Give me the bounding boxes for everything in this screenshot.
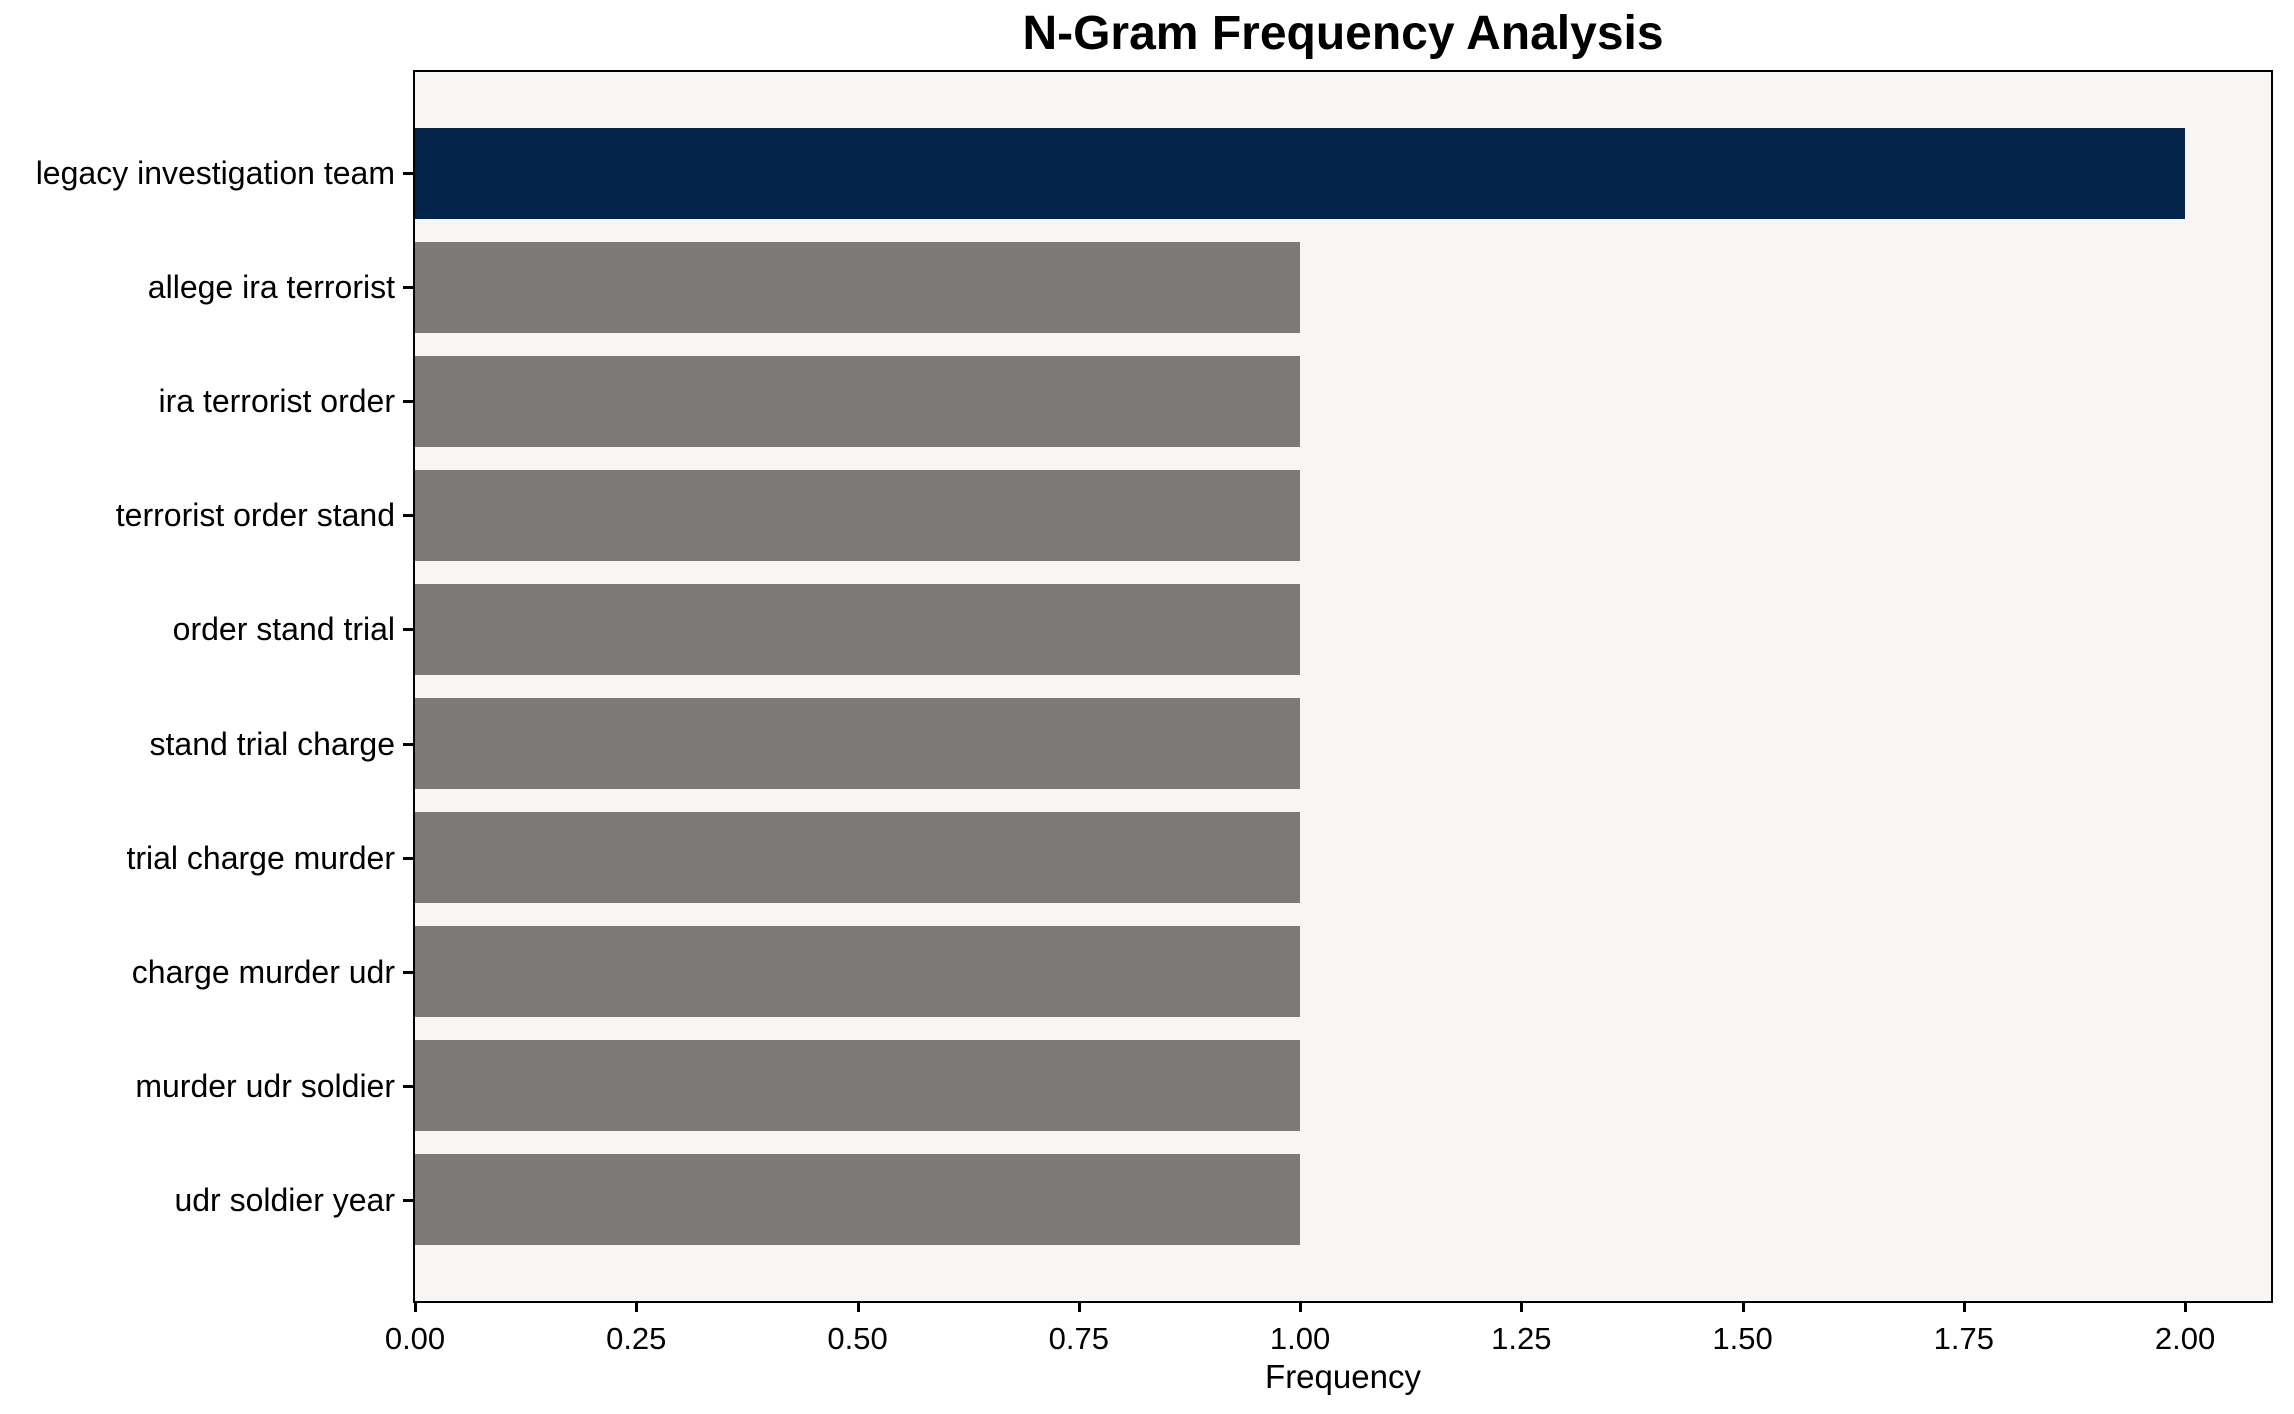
y-tick-label: trial charge murder: [126, 839, 395, 876]
x-tick-mark: [1741, 1303, 1745, 1312]
x-tick-label: 0.75: [1048, 1321, 1109, 1356]
y-tick-label: charge murder udr: [131, 953, 395, 990]
y-tick-mark: [403, 172, 413, 176]
y-tick-label: stand trial charge: [149, 725, 395, 762]
y-tick-mark: [403, 400, 413, 404]
y-tick-label: legacy investigation team: [35, 155, 395, 192]
bar: [415, 811, 1301, 904]
x-tick-label: 1.50: [1712, 1321, 1773, 1356]
bar: [415, 1153, 1301, 1246]
bar: [415, 1039, 1301, 1132]
x-tick-mark: [2184, 1303, 2188, 1312]
plot-area: [413, 70, 2273, 1303]
y-tick-mark: [403, 628, 413, 632]
x-tick-label: 1.75: [1933, 1321, 1994, 1356]
x-axis-label: Frequency: [1265, 1358, 1421, 1395]
x-tick-mark: [1077, 1303, 1081, 1312]
x-tick-label: 1.00: [1269, 1321, 1331, 1356]
x-tick-label: 1.25: [1491, 1321, 1552, 1356]
x-tick-mark: [1299, 1303, 1303, 1312]
y-tick-mark: [403, 1084, 413, 1088]
y-tick-label: udr soldier year: [174, 1181, 395, 1218]
y-tick-mark: [403, 514, 413, 518]
y-tick-label: order stand trial: [172, 611, 395, 648]
y-tick-mark: [403, 1198, 413, 1202]
y-tick-label: ira terrorist order: [158, 383, 396, 420]
x-tick-mark: [1520, 1303, 1524, 1312]
bar: [415, 925, 1301, 1018]
y-tick-label: murder udr soldier: [135, 1067, 395, 1104]
x-tick-label: 0.00: [384, 1321, 446, 1356]
x-tick-label: 2.00: [2154, 1321, 2216, 1356]
bar: [415, 583, 1301, 676]
y-tick-label: terrorist order stand: [115, 497, 395, 534]
chart-title: N-Gram Frequency Analysis: [1022, 7, 1664, 60]
x-tick-mark: [1962, 1303, 1966, 1312]
x-tick-mark: [414, 1303, 417, 1312]
bar: [415, 241, 1301, 334]
y-tick-mark: [403, 742, 413, 746]
x-tick-mark: [635, 1303, 639, 1312]
bar: [415, 127, 2186, 220]
y-tick-mark: [403, 970, 413, 974]
x-tick-label: 0.50: [827, 1321, 888, 1356]
x-tick-label: 0.25: [606, 1321, 667, 1356]
bar: [415, 697, 1301, 790]
y-tick-label: allege ira terrorist: [147, 269, 395, 306]
y-tick-mark: [403, 856, 413, 860]
y-tick-mark: [403, 286, 413, 290]
bar: [415, 355, 1301, 448]
x-tick-mark: [856, 1303, 860, 1312]
bar: [415, 469, 1301, 562]
